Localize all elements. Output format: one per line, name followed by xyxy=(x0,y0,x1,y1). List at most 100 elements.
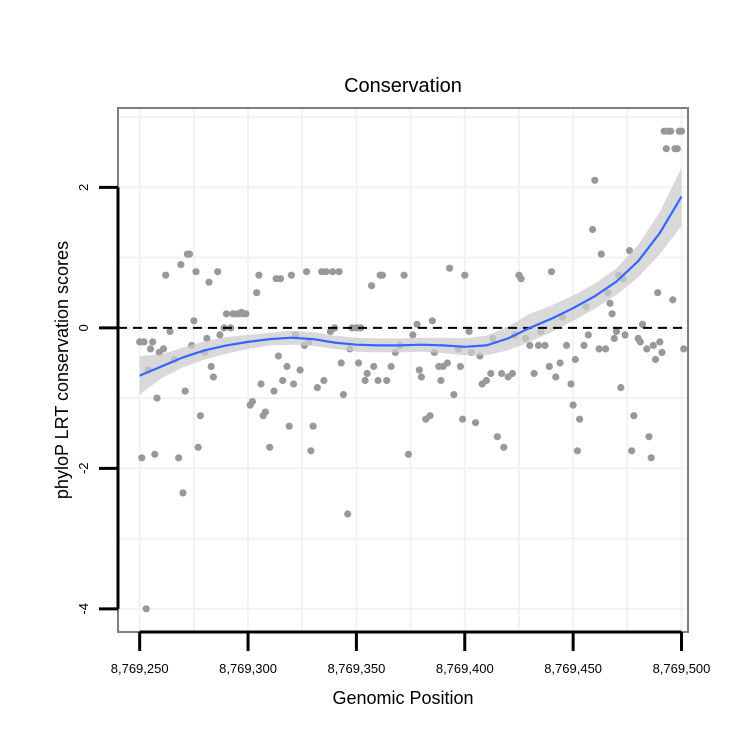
x-tick-label: 8,769,450 xyxy=(544,661,602,676)
x-tick-label: 8,769,350 xyxy=(327,661,385,676)
data-point xyxy=(242,310,250,318)
data-point xyxy=(274,352,282,360)
data-point xyxy=(428,317,436,325)
data-point xyxy=(443,359,451,367)
data-point xyxy=(541,341,549,349)
data-point xyxy=(591,176,599,184)
data-point xyxy=(567,380,575,388)
data-point xyxy=(166,327,174,335)
data-point xyxy=(552,373,560,381)
data-point xyxy=(196,412,204,420)
data-point xyxy=(142,605,150,613)
data-point xyxy=(368,282,376,290)
data-point xyxy=(214,268,222,276)
chart-title: Conservation xyxy=(344,75,462,97)
data-point xyxy=(526,341,534,349)
data-point xyxy=(608,310,616,318)
data-point xyxy=(279,376,287,385)
data-point xyxy=(630,412,638,420)
data-point xyxy=(656,338,664,346)
data-point xyxy=(203,334,211,342)
data-point xyxy=(329,268,337,276)
data-point xyxy=(287,271,295,279)
data-point xyxy=(669,296,677,304)
data-point xyxy=(472,419,480,427)
data-point xyxy=(190,317,198,325)
data-point xyxy=(248,398,256,406)
data-point xyxy=(573,447,582,455)
data-point xyxy=(426,412,434,420)
x-tick-label: 8,769,400 xyxy=(436,661,494,676)
data-point xyxy=(151,450,159,458)
data-point xyxy=(181,387,189,395)
data-point xyxy=(530,369,538,378)
data-point xyxy=(309,422,317,430)
y-tick-label: 0 xyxy=(76,324,91,331)
data-point xyxy=(159,345,168,353)
data-point xyxy=(192,268,200,276)
data-point xyxy=(658,348,666,356)
y-tick-label: -2 xyxy=(76,463,91,475)
data-point xyxy=(270,387,278,395)
data-point xyxy=(378,271,386,279)
data-point xyxy=(493,433,501,441)
data-point xyxy=(337,359,345,367)
data-point xyxy=(602,345,610,353)
x-tick-label: 8,769,500 xyxy=(653,661,711,676)
data-point xyxy=(547,268,556,276)
panel-background xyxy=(118,108,688,632)
data-point xyxy=(149,338,157,346)
data-point xyxy=(450,391,458,399)
data-point xyxy=(140,338,148,346)
data-point xyxy=(645,433,653,441)
data-point xyxy=(610,334,618,342)
data-point xyxy=(571,355,579,364)
data-point xyxy=(680,345,688,353)
x-tick-label: 8,769,300 xyxy=(219,661,277,676)
data-point xyxy=(545,362,553,371)
data-point xyxy=(307,447,315,455)
data-point xyxy=(459,415,467,423)
data-point xyxy=(621,331,629,339)
data-point xyxy=(654,289,662,297)
data-point xyxy=(487,369,495,378)
data-point xyxy=(361,376,369,385)
data-point xyxy=(446,264,454,272)
data-point xyxy=(222,310,230,318)
data-point xyxy=(261,408,269,416)
data-point xyxy=(498,369,506,378)
data-point xyxy=(162,271,170,279)
data-point xyxy=(322,268,330,276)
data-point xyxy=(595,345,603,353)
data-point xyxy=(400,271,408,279)
data-point xyxy=(285,422,293,430)
data-point xyxy=(374,376,382,385)
data-point xyxy=(177,261,185,269)
data-point xyxy=(335,268,343,276)
data-point xyxy=(296,366,304,374)
y-axis-title: phyloP LRT conservation scores xyxy=(52,241,72,499)
data-point xyxy=(344,510,352,518)
data-point xyxy=(437,376,445,385)
data-point xyxy=(647,454,655,462)
data-point xyxy=(617,384,625,392)
data-point xyxy=(413,320,421,328)
data-point xyxy=(576,415,584,423)
data-point xyxy=(563,341,571,349)
data-point xyxy=(673,145,681,153)
data-point xyxy=(290,380,298,388)
data-point xyxy=(276,275,285,283)
data-point xyxy=(194,443,202,451)
data-point xyxy=(482,376,490,385)
data-point xyxy=(606,299,614,307)
data-point xyxy=(651,355,660,364)
data-point xyxy=(179,489,187,497)
data-point xyxy=(517,275,525,283)
data-point xyxy=(253,289,261,297)
data-point xyxy=(404,450,412,458)
data-point xyxy=(456,362,464,371)
y-tick-label: -4 xyxy=(76,603,91,615)
data-point xyxy=(636,338,644,346)
data-point xyxy=(638,320,647,328)
